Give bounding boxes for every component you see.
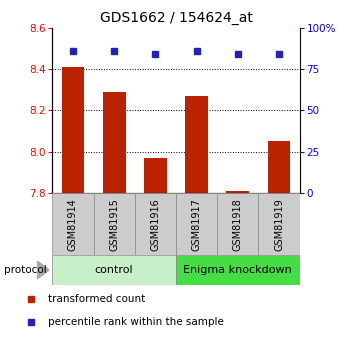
Bar bbox=[135, 193, 176, 255]
Bar bbox=[93, 193, 135, 255]
Bar bbox=[268, 141, 290, 193]
Bar bbox=[52, 255, 176, 285]
Bar bbox=[258, 193, 300, 255]
Text: GSM81917: GSM81917 bbox=[192, 198, 201, 251]
Bar bbox=[217, 193, 258, 255]
Bar bbox=[52, 193, 93, 255]
Bar bbox=[62, 67, 84, 193]
Text: GSM81914: GSM81914 bbox=[68, 198, 78, 250]
Bar bbox=[103, 92, 126, 193]
Text: GSM81916: GSM81916 bbox=[151, 198, 160, 250]
Text: GSM81919: GSM81919 bbox=[274, 198, 284, 250]
Polygon shape bbox=[38, 261, 49, 279]
Text: Enigma knockdown: Enigma knockdown bbox=[183, 265, 292, 275]
Title: GDS1662 / 154624_at: GDS1662 / 154624_at bbox=[100, 11, 252, 25]
Text: GSM81915: GSM81915 bbox=[109, 198, 119, 251]
Bar bbox=[176, 255, 300, 285]
Text: GSM81918: GSM81918 bbox=[233, 198, 243, 250]
Bar bbox=[226, 191, 249, 193]
Text: protocol: protocol bbox=[4, 265, 46, 275]
Bar bbox=[185, 96, 208, 193]
Text: percentile rank within the sample: percentile rank within the sample bbox=[48, 317, 224, 327]
Text: control: control bbox=[95, 265, 134, 275]
Bar bbox=[144, 158, 167, 193]
Text: transformed count: transformed count bbox=[48, 294, 145, 304]
Bar bbox=[176, 193, 217, 255]
